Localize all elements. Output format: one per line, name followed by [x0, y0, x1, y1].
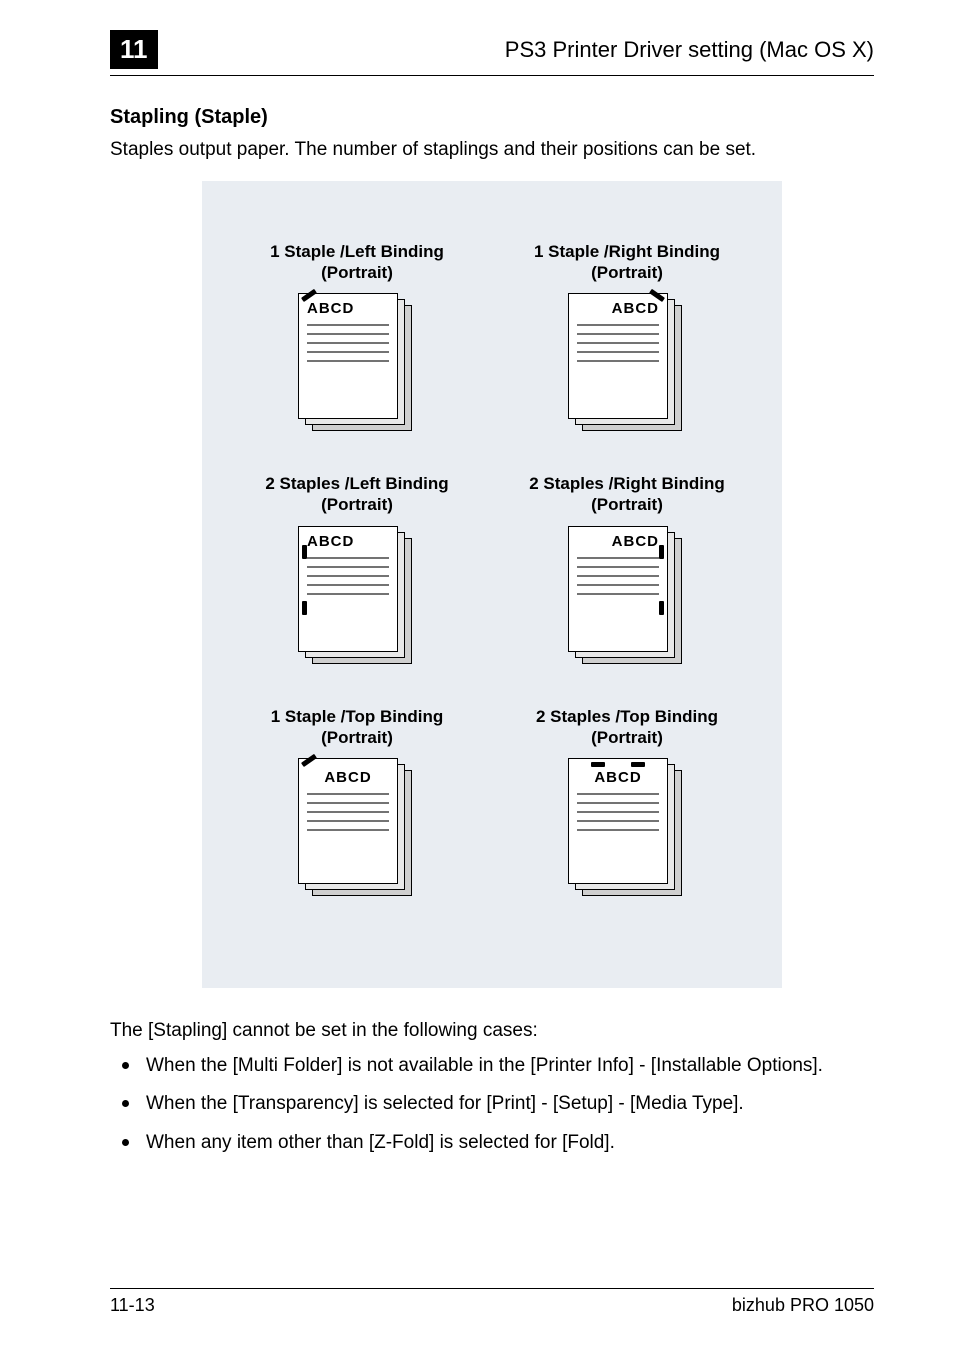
paper-sheet-front: ABCD: [298, 758, 398, 884]
footer-page-number: 11-13: [110, 1295, 155, 1316]
text-line: [307, 820, 389, 822]
staple-mark: [659, 601, 664, 615]
text-line: [307, 811, 389, 813]
text-line: [577, 333, 659, 335]
section-intro: Staples output paper. The number of stap…: [110, 137, 874, 163]
notes-lead: The [Stapling] cannot be set in the foll…: [110, 1018, 874, 1045]
notes-list-item: When the [Multi Folder] is not available…: [110, 1053, 874, 1080]
paper-stack-icon: ABCD: [568, 293, 686, 433]
text-line: [577, 593, 659, 595]
diagram-cell: 1 Staple /Right Binding (Portrait) ABCD: [502, 241, 752, 434]
text-line: [307, 793, 389, 795]
diagram-cell-label: 1 Staple /Right Binding (Portrait): [534, 241, 720, 284]
abcd-label: ABCD: [307, 533, 389, 550]
abcd-label: ABCD: [307, 769, 389, 786]
text-line: [307, 360, 389, 362]
notes-list-item: When any item other than [Z-Fold] is sel…: [110, 1130, 874, 1157]
text-line: [307, 575, 389, 577]
text-line: [577, 324, 659, 326]
text-line: [577, 566, 659, 568]
diagram-cell: 2 Staples /Right Binding (Portrait) ABCD: [502, 473, 752, 666]
paper-stack-icon: ABCD: [298, 526, 416, 666]
section-title: Stapling (Staple): [110, 106, 874, 129]
diagram-cell: 1 Staple /Left Binding (Portrait) ABCD: [232, 241, 482, 434]
paper-stack-icon: ABCD: [568, 758, 686, 898]
text-lines-icon: [307, 793, 389, 831]
text-line: [577, 829, 659, 831]
text-line: [577, 342, 659, 344]
footer-product-name: bizhub PRO 1050: [732, 1295, 874, 1316]
text-lines-icon: [577, 793, 659, 831]
diagram-cell: 2 Staples /Top Binding (Portrait) ABCD: [502, 706, 752, 899]
page-header: 11 PS3 Printer Driver setting (Mac OS X): [110, 30, 874, 76]
staple-mark: [631, 762, 645, 767]
diagram-cell-label: 1 Staple /Top Binding (Portrait): [271, 706, 444, 749]
text-line: [307, 829, 389, 831]
notes-list-item: When the [Transparency] is selected for …: [110, 1091, 874, 1118]
text-line: [577, 820, 659, 822]
chapter-number-badge: 11: [110, 30, 158, 69]
paper-stack-icon: ABCD: [298, 293, 416, 433]
text-lines-icon: [577, 557, 659, 595]
paper-sheet-front: ABCD: [568, 758, 668, 884]
text-line: [577, 575, 659, 577]
diagram-cell: 1 Staple /Top Binding (Portrait) ABCD: [232, 706, 482, 899]
text-line: [307, 593, 389, 595]
paper-sheet-front: ABCD: [568, 526, 668, 652]
diagram-cell-label: 1 Staple /Left Binding (Portrait): [270, 241, 444, 284]
abcd-label: ABCD: [577, 300, 659, 317]
paper-sheet-front: ABCD: [568, 293, 668, 419]
diagram-cell: 2 Staples /Left Binding (Portrait) ABCD: [232, 473, 482, 666]
text-line: [577, 584, 659, 586]
paper-stack-icon: ABCD: [298, 758, 416, 898]
abcd-label: ABCD: [577, 533, 659, 550]
text-line: [307, 333, 389, 335]
text-lines-icon: [577, 324, 659, 362]
text-line: [307, 557, 389, 559]
page-footer: 11-13 bizhub PRO 1050: [110, 1288, 874, 1316]
abcd-label: ABCD: [307, 300, 389, 317]
diagram-cell-label: 2 Staples /Top Binding (Portrait): [536, 706, 718, 749]
abcd-label: ABCD: [577, 769, 659, 786]
stapling-diagram-grid: 1 Staple /Left Binding (Portrait)ABCD1 S…: [232, 241, 752, 899]
paper-sheet-front: ABCD: [298, 526, 398, 652]
stapling-diagram-panel: 1 Staple /Left Binding (Portrait)ABCD1 S…: [202, 181, 782, 989]
text-line: [307, 351, 389, 353]
text-line: [577, 793, 659, 795]
text-line: [577, 811, 659, 813]
diagram-cell-label: 2 Staples /Left Binding (Portrait): [265, 473, 448, 516]
text-line: [577, 360, 659, 362]
text-lines-icon: [307, 557, 389, 595]
staple-mark: [591, 762, 605, 767]
text-line: [577, 557, 659, 559]
text-line: [577, 802, 659, 804]
notes-list: When the [Multi Folder] is not available…: [110, 1053, 874, 1157]
staple-mark: [302, 601, 307, 615]
text-line: [307, 342, 389, 344]
text-line: [307, 324, 389, 326]
staple-mark: [301, 754, 317, 767]
diagram-cell-label: 2 Staples /Right Binding (Portrait): [529, 473, 725, 516]
text-line: [307, 566, 389, 568]
staple-mark: [659, 545, 664, 559]
text-lines-icon: [307, 324, 389, 362]
paper-sheet-front: ABCD: [298, 293, 398, 419]
staple-mark: [302, 545, 307, 559]
text-line: [307, 584, 389, 586]
page-root: 11 PS3 Printer Driver setting (Mac OS X)…: [0, 0, 954, 1358]
header-title: PS3 Printer Driver setting (Mac OS X): [174, 37, 875, 63]
paper-stack-icon: ABCD: [568, 526, 686, 666]
text-line: [307, 802, 389, 804]
text-line: [577, 351, 659, 353]
